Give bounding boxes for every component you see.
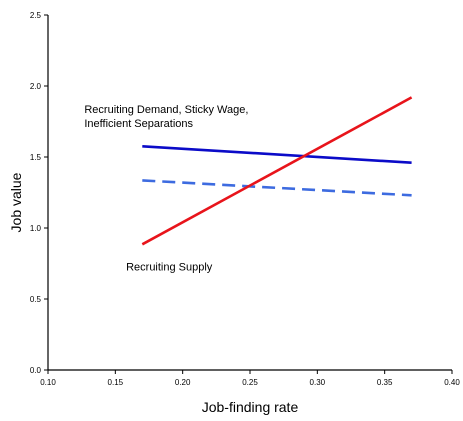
y-tick-label: 1.5 — [30, 153, 42, 162]
x-tick-label: 0.40 — [444, 378, 460, 387]
series-line-2 — [142, 179, 412, 197]
y-tick-label: 2.5 — [30, 11, 42, 20]
annotation-text: Recruiting Demand, Sticky Wage, — [84, 104, 248, 116]
x-tick-label: 0.25 — [242, 378, 258, 387]
x-tick-label: 0.20 — [175, 378, 191, 387]
y-axis-title: Job value — [8, 172, 24, 232]
x-tick-label: 0.10 — [40, 378, 56, 387]
x-tick-label: 0.15 — [108, 378, 124, 387]
series-line-1 — [142, 145, 412, 164]
x-tick-label: 0.30 — [310, 378, 326, 387]
annotation-text: Recruiting Supply — [126, 262, 213, 274]
y-tick-label: 1.0 — [30, 224, 42, 233]
series-line-3 — [141, 96, 413, 246]
y-tick-label: 2.0 — [30, 82, 42, 91]
y-tick-label: 0.0 — [30, 366, 42, 375]
x-axis-title: Job-finding rate — [202, 399, 299, 415]
annotation-text: Inefficient Separations — [84, 118, 193, 130]
y-tick-label: 0.5 — [30, 295, 42, 304]
x-tick-label: 0.35 — [377, 378, 393, 387]
